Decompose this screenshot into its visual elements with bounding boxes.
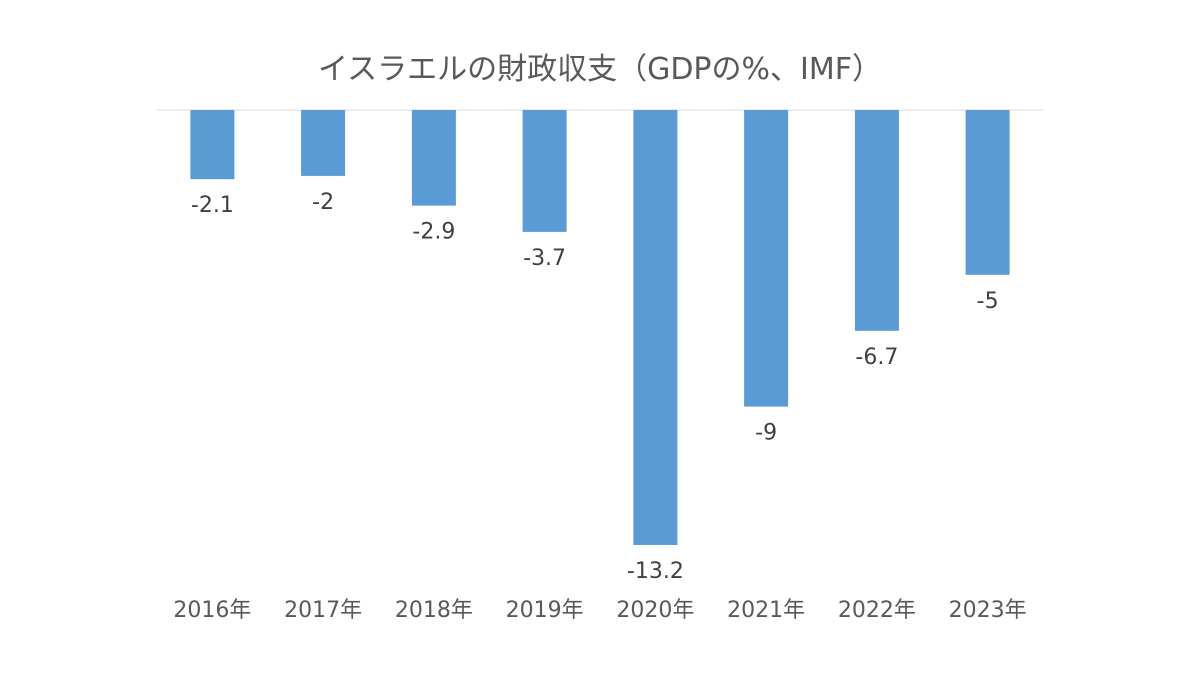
x-tick-label-2020年: 2020年 [616, 598, 694, 623]
x-axis-tick-labels: 2016年 2017年 2018年 2019年 2020年 2021年 2022年 2023年 [173, 598, 1026, 623]
data-label-2023年: -5 [977, 289, 999, 314]
data-label-group: -2.1 -2 -2.9 -3.7 -13.2 -9 -6.7 -5 [191, 190, 999, 584]
data-label-2019年: -3.7 [523, 246, 566, 271]
bar-2023年 [965, 110, 1010, 275]
data-label-2018年: -2.9 [412, 220, 455, 245]
bar-2019年 [522, 110, 567, 232]
bar-series [190, 110, 1010, 545]
bar-2021年 [744, 110, 789, 407]
data-label-2022年: -6.7 [855, 345, 898, 370]
x-tick-label-2021年: 2021年 [727, 598, 805, 623]
data-label-2021年: -9 [755, 421, 777, 446]
x-tick-label-2022年: 2022年 [838, 598, 916, 623]
chart-title: イスラエルの財政収支（GDPの%、IMF） [318, 52, 882, 87]
bar-2022年 [854, 110, 899, 331]
data-label-2017年: -2 [312, 190, 334, 215]
bar-2017年 [301, 110, 346, 176]
x-tick-label-2018年: 2018年 [395, 598, 473, 623]
x-tick-label-2016年: 2016年 [173, 598, 251, 623]
x-tick-label-2023年: 2023年 [949, 598, 1027, 623]
bar-2018年 [411, 110, 456, 206]
data-label-2020年: -13.2 [627, 559, 684, 584]
x-tick-label-2017年: 2017年 [284, 598, 362, 623]
x-tick-label-2019年: 2019年 [506, 598, 584, 623]
data-label-2016年: -2.1 [191, 193, 234, 218]
bar-2016年 [190, 110, 235, 180]
bar-2020年 [633, 110, 678, 545]
